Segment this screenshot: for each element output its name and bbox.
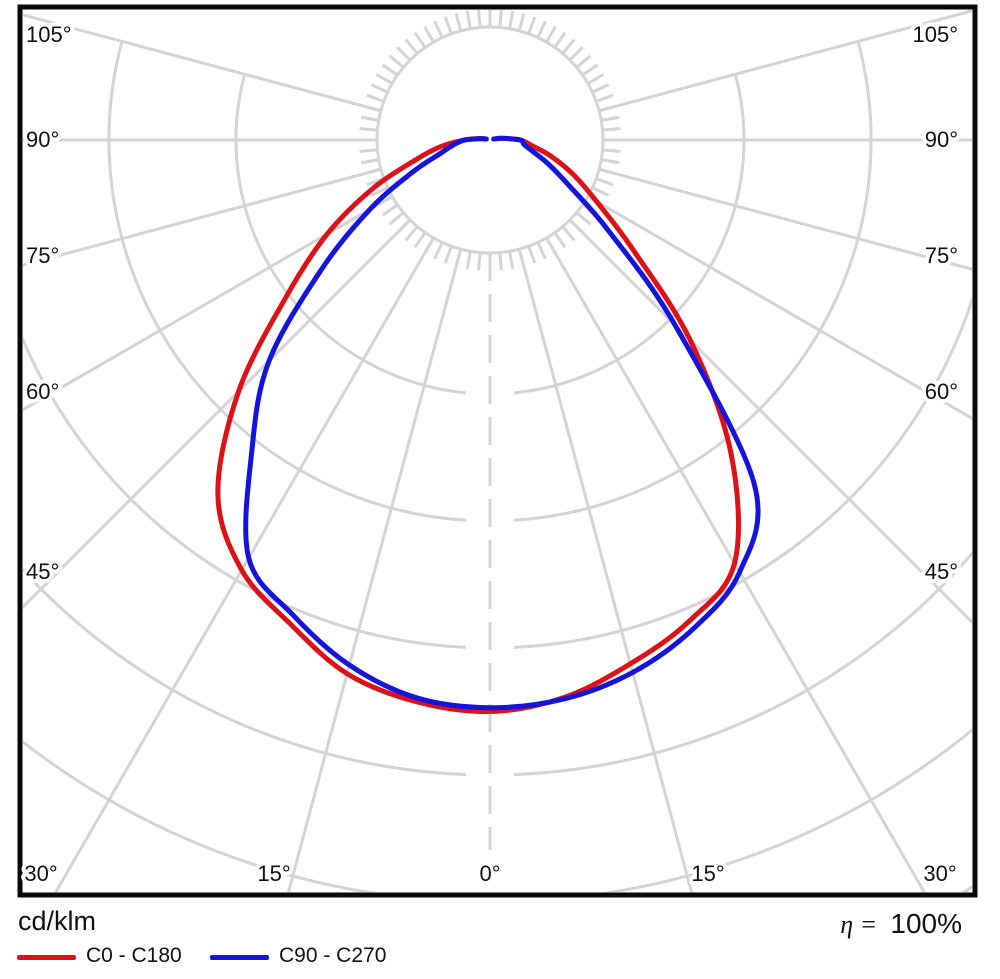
angle-label-left-90°: 90° [26, 127, 59, 152]
angle-label-right-105°: 105° [912, 22, 958, 47]
angle-label-right-45°: 45° [925, 559, 958, 584]
legend: C0 - C180 C90 - C270 [0, 943, 1000, 973]
angle-label-bottom-3: 15° [691, 861, 724, 886]
angle-label-bottom-2: 0° [479, 861, 500, 886]
legend-swatch-blue [210, 955, 269, 960]
angle-label-left-75°: 75° [26, 243, 59, 268]
legend-label-c90-c270: C90 - C270 [279, 944, 387, 967]
angle-label-right-60°: 60° [925, 379, 958, 404]
angle-label-left-45°: 45° [26, 559, 59, 584]
eta-symbol: η = [840, 910, 878, 939]
angle-label-bottom-1: 15° [257, 861, 290, 886]
light-output-ratio: η = 100% [840, 908, 962, 940]
legend-item-c90-c270: C90 - C270 [210, 943, 410, 973]
angle-label-left-105°: 105° [26, 22, 72, 47]
angle-label-right-75°: 75° [925, 243, 958, 268]
legend-swatch-red [17, 955, 76, 960]
radial-unit-label: cd/klm [18, 906, 97, 936]
curve-c0-c180 [215, 135, 741, 715]
chart-frame [17, 4, 978, 898]
angle-label-bottom-0: 30° [24, 861, 57, 886]
angle-label-right-90°: 90° [925, 127, 958, 152]
curve-c90-c270 [243, 135, 761, 711]
angle-label-bottom-4: 30° [923, 861, 956, 886]
legend-label-c0-c180: C0 - C180 [86, 944, 182, 967]
eta-value: 100% [890, 908, 962, 939]
angle-label-left-60°: 60° [26, 379, 59, 404]
legend-item-c0-c180: C0 - C180 [17, 943, 207, 973]
